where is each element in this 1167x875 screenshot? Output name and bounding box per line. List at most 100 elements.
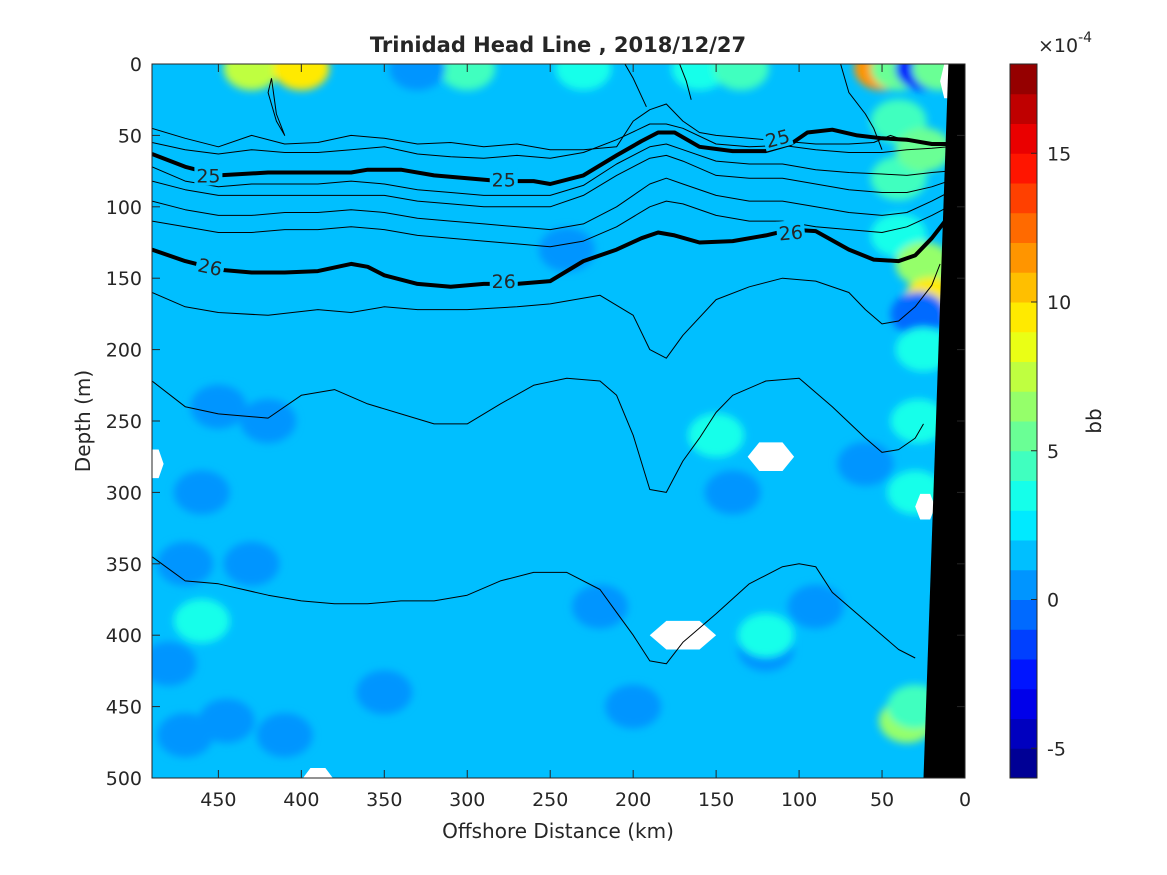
contour-line: [152, 200, 949, 248]
colorbar-bands: [1010, 64, 1037, 779]
colorbar: -5 0 5 10 15 ×10-4 bb: [1009, 30, 1106, 779]
x-tick-label: 200: [615, 789, 651, 811]
feature-blob: [356, 670, 413, 715]
colorbar-label: bb: [1082, 408, 1106, 433]
feature-blob: [240, 399, 297, 443]
feature-blob: [895, 327, 952, 372]
y-tick-label: 350: [106, 554, 142, 576]
colorbar-band: [1010, 123, 1037, 154]
colorbar-tick-label: 5: [1047, 441, 1059, 463]
feature-blob: [198, 698, 255, 743]
y-tick-label: 300: [106, 482, 142, 504]
contour-label-text: 25: [492, 170, 516, 192]
feature-blob: [713, 64, 770, 91]
colorbar-band: [1010, 510, 1037, 541]
contour-label: 25: [489, 167, 518, 192]
y-tick-label: 450: [106, 697, 142, 719]
x-tick-label: 300: [449, 789, 485, 811]
colorbar-tick-label: 10: [1047, 292, 1071, 314]
colorbar-band: [1010, 718, 1037, 749]
x-axis-label: Offshore Distance (km): [442, 819, 674, 843]
feature-blob: [538, 227, 595, 272]
colorbar-exponent-power: -4: [1078, 30, 1092, 46]
contour-label-text: 26: [492, 271, 516, 293]
contour-label: 25: [194, 163, 223, 187]
colorbar-band: [1010, 302, 1037, 333]
x-tick-label: 400: [283, 789, 319, 811]
feature-blob: [157, 541, 214, 586]
seafloor-wedge: [923, 64, 965, 778]
contour-label-gap: [194, 163, 223, 186]
colorbar-band: [1010, 748, 1037, 779]
feature-blob: [223, 541, 280, 586]
y-axis-label: Depth (m): [71, 370, 95, 472]
colorbar-frame: [1009, 63, 1038, 779]
contour-label: 26: [775, 219, 806, 246]
feature-blob: [787, 584, 844, 629]
colorbar-band: [1010, 242, 1037, 273]
colorbar-band: [1010, 361, 1037, 392]
colorbar-exponent: ×10-4: [1038, 30, 1092, 57]
contour-line-bold: [152, 127, 949, 186]
contour-label: 26: [194, 252, 227, 281]
x-tick-label: 250: [532, 789, 568, 811]
contour-line: [624, 64, 647, 108]
x-tick-label: 150: [698, 789, 734, 811]
feature-blob: [389, 64, 446, 91]
colorbar-band: [1010, 480, 1037, 511]
y-axis: 0 50 100 150 200 250 300 350 400 450 500: [106, 54, 965, 790]
feature-blob: [605, 684, 662, 729]
contour-label-gap: [760, 123, 794, 152]
y-tick-label: 250: [106, 411, 142, 433]
colorbar-tick-label: 0: [1047, 590, 1059, 612]
feature-blob: [895, 241, 952, 286]
y-tick-label: 50: [118, 125, 142, 147]
contour-line-bold: [152, 219, 947, 289]
chart-title: Trinidad Head Line , 2018/12/27: [370, 33, 746, 57]
feature-blob: [688, 413, 745, 458]
colorbar-band: [1010, 599, 1037, 630]
y-tick-label: 100: [106, 197, 142, 219]
feature-blob: [173, 598, 230, 643]
contour-line: [152, 154, 949, 208]
feature-blob: [704, 470, 761, 515]
feature-blob: [152, 641, 197, 686]
contour-line: [152, 103, 949, 151]
y-tick-label: 400: [106, 625, 142, 647]
seafloor-layer: [923, 64, 965, 778]
colorbar-ticks: -5 0 5 10 15: [1031, 143, 1071, 760]
colorbar-band: [1010, 153, 1037, 184]
x-tick-label: 350: [366, 789, 402, 811]
colorbar-band: [1010, 183, 1037, 214]
colorbar-band: [1010, 629, 1037, 660]
contour-line: [267, 78, 286, 136]
contour-label-gap: [489, 167, 518, 190]
feature-blob: [223, 64, 280, 91]
contour-label-gap: [194, 252, 227, 280]
colorbar-tick-label: 15: [1047, 143, 1071, 165]
contour-label-gap: [489, 269, 518, 292]
x-tick-label: 450: [200, 789, 236, 811]
colorbar-band: [1010, 450, 1037, 481]
x-tick-label: 50: [870, 789, 894, 811]
colorbar-exponent-base: ×10: [1038, 35, 1078, 57]
missing-data-patch: [747, 442, 795, 471]
feature-blob: [439, 64, 496, 91]
colorbar-band: [1010, 331, 1037, 362]
x-tick-label: 0: [959, 789, 971, 811]
contour-layer: [152, 64, 949, 665]
feature-blob: [737, 613, 794, 658]
feature-blob: [173, 470, 230, 515]
feature-blob: [256, 713, 313, 758]
feature-blob: [890, 291, 947, 336]
colorbar-band: [1010, 93, 1037, 124]
colorbar-band: [1010, 64, 1037, 95]
x-tick-label: 100: [781, 789, 817, 811]
contour-label-text: 26: [196, 254, 224, 281]
contour-label-text: 25: [196, 165, 220, 187]
y-tick-label: 200: [106, 340, 142, 362]
x-axis: 450 400 350 300 250 200 150 100 50 0: [200, 64, 971, 811]
